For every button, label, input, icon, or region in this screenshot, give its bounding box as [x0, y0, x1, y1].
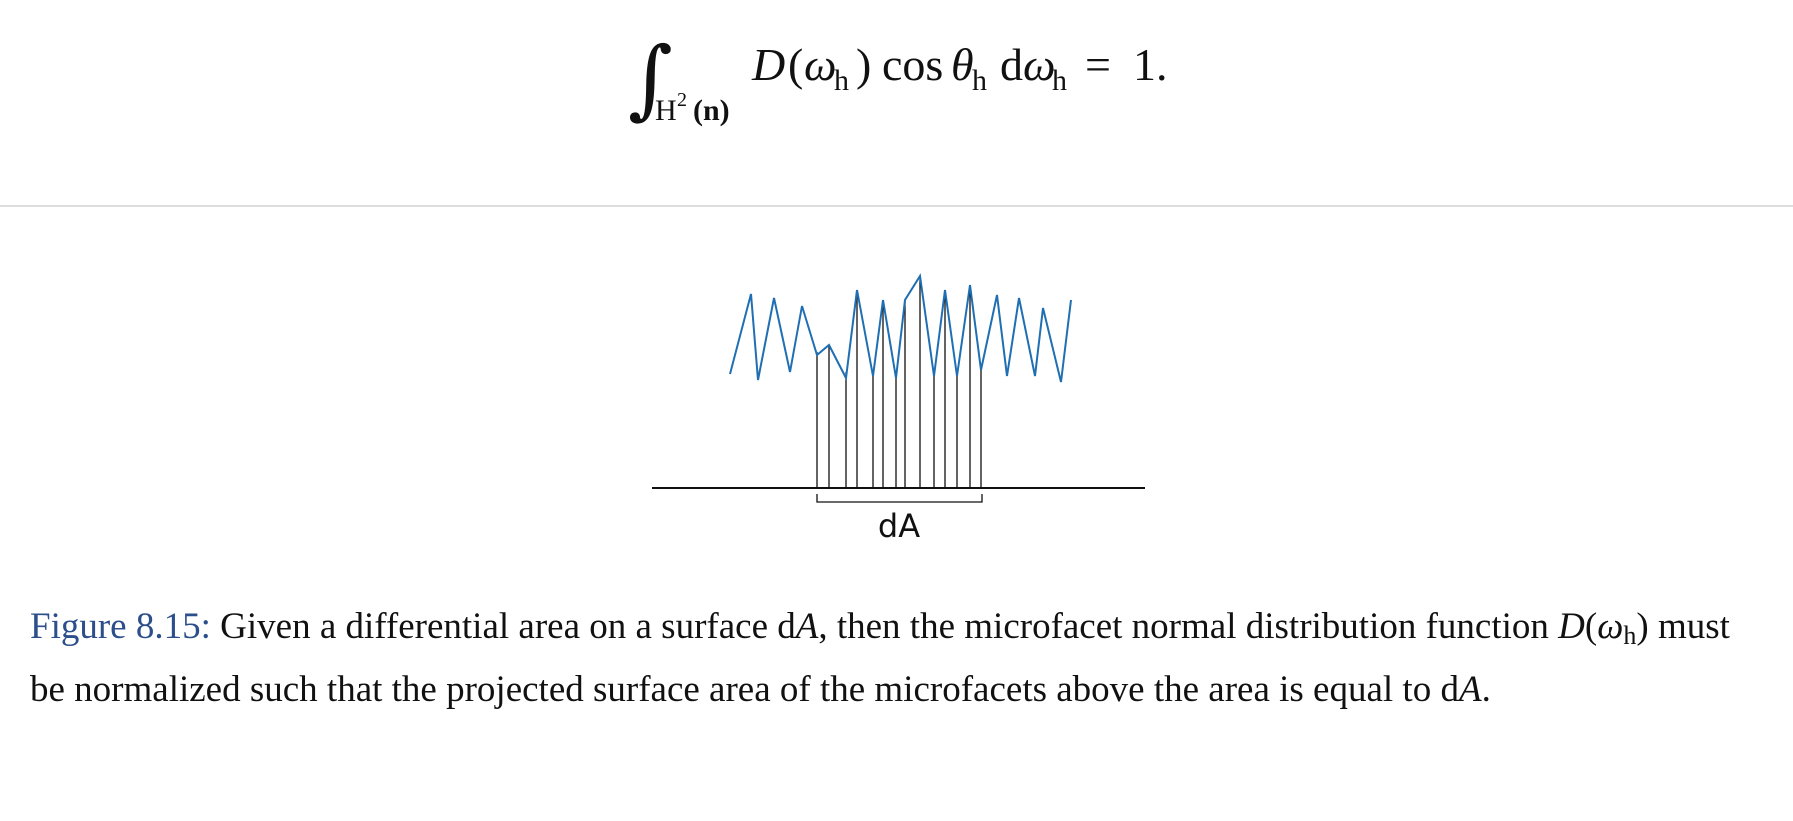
omega-sub: h: [834, 64, 849, 97]
figure-caption: Figure 8.15: Given a differential area o…: [30, 600, 1770, 717]
projection-lines: [816, 278, 982, 488]
domain-arg: (n): [693, 94, 730, 127]
integral-sign: ∫: [628, 29, 673, 129]
normalization-equation: ∫ H 2 (n) D ( ω h ) cos θ h d ω h = 1.: [0, 0, 1793, 150]
caption-text: , then the microfacet normal distributio…: [818, 606, 1559, 647]
domain-base: H: [655, 94, 677, 127]
math-paren-open: (: [1584, 606, 1598, 647]
omega-symbol: ω: [804, 39, 836, 90]
math-d: d: [1440, 669, 1459, 710]
math-d: d: [777, 606, 796, 647]
omega-sub-2: h: [1052, 64, 1067, 97]
math-omega: ω: [1597, 606, 1624, 647]
math-a: A: [1458, 669, 1482, 710]
section-divider: [0, 205, 1793, 207]
equals-sign: =: [1085, 39, 1111, 90]
paren-close: ): [856, 39, 871, 90]
figure-label: Figure 8.15:: [30, 606, 211, 647]
area-bracket: [816, 494, 983, 503]
paren-open: (: [788, 39, 803, 90]
caption-text: .: [1481, 669, 1491, 710]
differential-d: d: [1000, 39, 1023, 90]
math-paren-close: ): [1636, 606, 1649, 647]
microfacet-profile: [729, 273, 1072, 383]
rhs-value: 1.: [1133, 39, 1168, 90]
domain-sup: 2: [677, 89, 687, 111]
math-d-function: D: [1558, 606, 1585, 647]
equation-svg: ∫ H 2 (n) D ( ω h ) cos θ h d ω h = 1.: [628, 29, 1168, 129]
theta-sub: h: [972, 64, 987, 97]
math-a: A: [795, 606, 819, 647]
d-function: D: [751, 39, 785, 90]
math-sub-h: h: [1623, 621, 1637, 650]
caption-text: Given a differential area on a surface: [210, 606, 778, 647]
cos-function: cos: [882, 39, 943, 90]
area-label: dA: [878, 507, 920, 545]
omega-symbol-2: ω: [1023, 39, 1055, 90]
caption-text: must be normalized such that the project…: [30, 606, 1730, 710]
theta-symbol: θ: [951, 39, 974, 90]
